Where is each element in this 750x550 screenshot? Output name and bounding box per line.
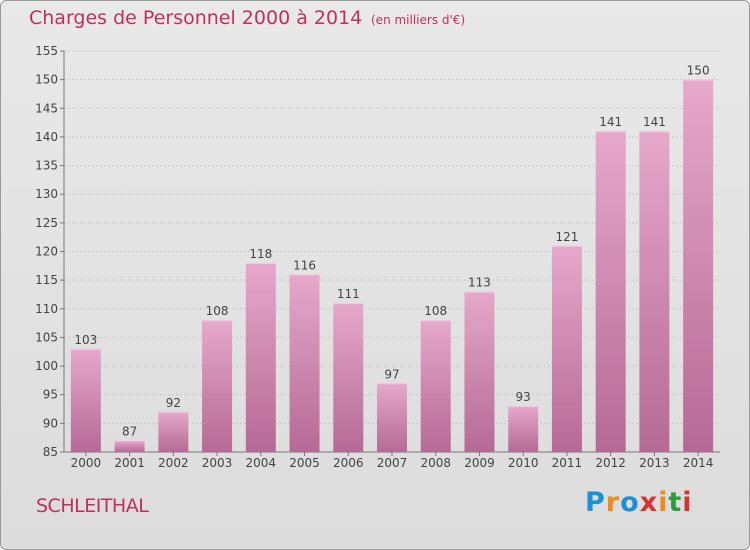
x-tick-label: 2001 <box>114 456 145 470</box>
logo-letter: t <box>668 487 683 518</box>
x-tick-label: 2008 <box>420 456 451 470</box>
bar <box>464 291 495 452</box>
x-tick-label: 2004 <box>246 456 277 470</box>
bar <box>245 262 276 452</box>
bar <box>202 320 233 452</box>
logo-letter: i <box>682 487 693 518</box>
y-tick-label: 130 <box>35 187 58 201</box>
bar <box>289 274 320 452</box>
data-label: 108 <box>424 304 447 318</box>
x-tick-label: 2014 <box>683 456 714 470</box>
data-label: 108 <box>206 304 229 318</box>
data-label: 97 <box>384 367 399 381</box>
bar <box>639 131 670 452</box>
logo-letter: o <box>620 487 640 518</box>
y-tick-label: 115 <box>35 273 58 287</box>
y-tick-label: 85 <box>43 445 58 459</box>
x-tick-label: 2011 <box>552 456 583 470</box>
bar <box>333 303 364 452</box>
data-label: 141 <box>599 115 622 129</box>
x-tick-label: 2007 <box>377 456 408 470</box>
data-label: 141 <box>643 115 666 129</box>
proxiti-logo: Proxiti <box>585 487 693 518</box>
y-tick-label: 140 <box>35 130 58 144</box>
data-label: 111 <box>337 287 360 301</box>
y-tick-label: 135 <box>35 159 58 173</box>
x-tick-label: 2013 <box>639 456 670 470</box>
x-tick-label: 2006 <box>333 456 364 470</box>
x-tick-label: 2010 <box>508 456 539 470</box>
bar <box>158 411 189 452</box>
place-name: SCHLEITHAL <box>36 495 149 517</box>
x-tick-label: 2005 <box>289 456 320 470</box>
logo-letter: x <box>639 487 659 518</box>
y-tick-label: 125 <box>35 216 58 230</box>
y-tick-label: 100 <box>35 359 58 373</box>
bar <box>70 348 101 452</box>
y-tick-label: 120 <box>35 245 58 259</box>
logo-letter: i <box>658 487 669 518</box>
bar <box>420 320 451 452</box>
data-label: 118 <box>249 247 272 261</box>
data-label: 93 <box>516 390 531 404</box>
x-tick-label: 2012 <box>595 456 626 470</box>
x-tick-label: 2003 <box>202 456 233 470</box>
bar <box>595 131 626 452</box>
bar <box>551 245 582 452</box>
x-tick-label: 2002 <box>158 456 189 470</box>
data-label: 121 <box>555 230 578 244</box>
data-label: 87 <box>122 425 137 439</box>
logo-letter: r <box>605 487 621 518</box>
chart-title: Charges de Personnel 2000 à 2014 <box>29 7 363 29</box>
bar <box>683 79 714 453</box>
bar <box>508 406 539 452</box>
y-tick-label: 145 <box>35 101 58 115</box>
y-tick-label: 150 <box>35 73 58 87</box>
bar <box>377 383 407 452</box>
chart-subtitle: (en milliers d'€) <box>371 13 466 27</box>
y-tick-label: 95 <box>43 388 58 402</box>
data-label: 113 <box>468 276 491 290</box>
logo-letter: P <box>585 487 606 518</box>
data-label: 150 <box>687 64 710 78</box>
data-label: 92 <box>166 396 181 410</box>
x-tick-label: 2009 <box>464 456 495 470</box>
y-tick-label: 90 <box>43 416 58 430</box>
y-tick-label: 155 <box>35 44 58 58</box>
y-tick-label: 110 <box>35 302 58 316</box>
data-label: 103 <box>74 333 97 347</box>
y-tick-label: 105 <box>35 330 58 344</box>
bar <box>114 440 145 452</box>
data-label: 116 <box>293 258 316 272</box>
x-tick-label: 2000 <box>71 456 102 470</box>
